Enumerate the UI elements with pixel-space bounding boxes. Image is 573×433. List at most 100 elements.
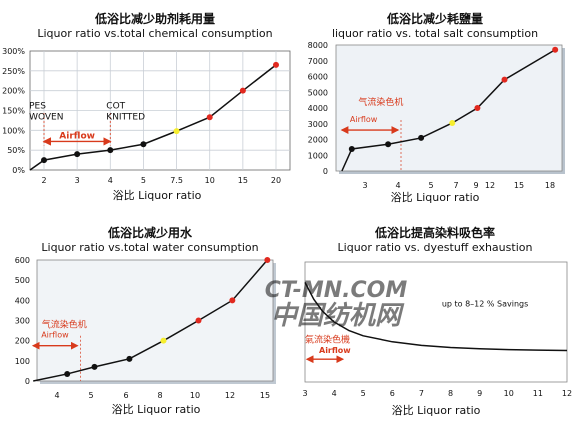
panel-salt-x-ticks: 3 4 5 7 9 12 15 18 — [362, 181, 555, 190]
x-tick-label: 8 — [157, 391, 162, 400]
x-tick-label: 4 — [395, 181, 400, 190]
x-tick-label: 10 — [504, 389, 514, 398]
panel-chemical-y-ticks: 0% 50% 100% 150% 200% 250% 300% — [2, 47, 25, 175]
data-point — [552, 46, 559, 53]
panel-chemical-grid — [30, 51, 290, 170]
y-tick-label: 200% — [2, 87, 25, 96]
x-tick-label: 6 — [390, 389, 395, 398]
panel-chemical: 低浴比减少助剂耗用量 Liquor ratio vs.total chemica… — [2, 11, 291, 202]
y-tick-label: 3000 — [308, 120, 328, 129]
data-point — [385, 141, 392, 148]
x-tick-label: 2 — [41, 176, 46, 185]
data-point — [41, 157, 47, 164]
panel-salt-annotations: 气流染色机 — [358, 96, 403, 108]
y-tick-label: 2000 — [308, 136, 328, 145]
data-point — [107, 147, 114, 154]
series-line — [304, 282, 568, 352]
x-tick-label: 5 — [361, 389, 366, 398]
x-tick-label: 7.5 — [170, 176, 183, 185]
panel-chemical-title: 低浴比减少助剂耗用量 — [94, 11, 215, 26]
x-tick-label: 15 — [514, 181, 524, 190]
airflow-label: Airflow — [350, 115, 378, 124]
panel-chemical-series — [29, 61, 279, 171]
y-tick-label: 7000 — [308, 57, 328, 66]
panel-salt-subtitle: liquor ratio vs. total salt consumption — [332, 27, 538, 40]
y-tick-label: 8000 — [308, 41, 328, 50]
data-point — [206, 114, 213, 121]
data-point — [195, 317, 202, 324]
y-tick-label: 0 — [25, 377, 30, 386]
panel-dyestuff-series — [304, 282, 568, 352]
x-tick-label: 20 — [271, 176, 281, 185]
y-tick-label: 100 — [15, 357, 30, 366]
x-tick-label: 5 — [428, 181, 433, 190]
x-tick-label: 5 — [141, 176, 146, 185]
x-tick-label: 4 — [332, 389, 337, 398]
y-tick-label: 400 — [15, 296, 30, 305]
data-point — [348, 145, 355, 152]
panel-dyestuff-subtitle: Liquor ratio vs. dyestuff exhaustion — [338, 241, 533, 254]
annotation-label: 气流染色机 — [358, 96, 403, 108]
x-tick-label: 12 — [562, 389, 572, 398]
data-point — [264, 257, 271, 263]
x-tick-label: 7 — [453, 181, 458, 190]
x-tick-label: 12 — [485, 181, 495, 190]
panel-water-subtitle: Liquor ratio vs.total water consumption — [41, 241, 258, 254]
panel-salt-series — [341, 46, 559, 172]
x-tick-label: 9 — [473, 181, 478, 190]
panel-salt: 低浴比减少耗鹽量 liquor ratio vs. total salt con… — [308, 11, 565, 204]
data-point — [273, 61, 279, 68]
panel-salt-xlabel: 浴比 Liquor ratio — [391, 191, 480, 204]
panel-dyestuff: 低浴比提高染料吸色率 Liquor ratio vs. dyestuff exh… — [302, 225, 572, 417]
panel-water: 低浴比减少用水 Liquor ratio vs.total water cons… — [15, 225, 276, 416]
panel-dyestuff-x-ticks: 3 4 5 6 7 8 9 10 11 12 — [302, 389, 572, 398]
y-tick-label: 5000 — [308, 88, 328, 97]
panel-salt-airflow: Airflow — [340, 115, 402, 171]
x-tick-label: 7 — [419, 389, 424, 398]
data-point — [126, 355, 133, 362]
panel-chemical-airflow: Airflow — [42, 113, 112, 146]
x-tick-label: 4 — [54, 391, 59, 400]
panel-water-plot-area — [36, 259, 274, 382]
annotation-label: WOVEN — [29, 113, 63, 123]
x-tick-label: 8 — [448, 389, 453, 398]
y-tick-label: 0% — [12, 166, 25, 175]
annotation-label: COT — [106, 102, 125, 112]
series-line — [341, 49, 556, 172]
data-point — [418, 134, 425, 141]
x-tick-label: 4 — [108, 176, 113, 185]
data-point — [160, 337, 167, 344]
x-tick-label: 3 — [75, 176, 80, 185]
panel-dyestuff-title: 低浴比提高染料吸色率 — [374, 225, 495, 240]
x-tick-label: 18 — [545, 181, 555, 190]
y-tick-label: 0 — [323, 167, 328, 176]
panel-chemical-x-ticks: 2 3 4 5 7.5 10 15 20 — [41, 176, 281, 185]
data-point — [173, 128, 180, 135]
y-tick-label: 300 — [15, 317, 30, 326]
airflow-label: Airflow — [319, 346, 351, 355]
panel-water-series — [33, 257, 271, 382]
panel-water-y-ticks: 0 100 200 300 400 500 600 — [15, 256, 30, 386]
panel-chemical-subtitle: Liquor ratio vs.total chemical consumpti… — [37, 27, 272, 40]
annotation-label: PES — [29, 102, 46, 112]
y-tick-label: 50% — [7, 146, 25, 155]
airflow-label: Airflow — [59, 131, 95, 141]
panel-water-x-ticks: 4 5 6 8 10 12 15 — [54, 391, 270, 400]
watermark-line2: 中国纺机网 — [271, 301, 405, 331]
data-point — [239, 87, 246, 94]
panel-water-annotations: 气流染色机 — [42, 319, 87, 331]
y-tick-label: 150% — [2, 107, 25, 116]
annotation-label: 气流染色机 — [42, 319, 87, 331]
annotation-label: KNITTED — [106, 113, 145, 123]
y-tick-label: 300% — [2, 47, 25, 56]
y-tick-label: 100% — [2, 126, 25, 135]
x-tick-label: 6 — [123, 391, 128, 400]
y-tick-label: 4000 — [308, 104, 328, 113]
x-tick-label: 11 — [533, 389, 543, 398]
panel-water-xlabel: 浴比 Liquor ratio — [112, 403, 201, 416]
airflow-label: Airflow — [41, 331, 69, 340]
y-tick-label: 500 — [15, 276, 30, 285]
panel-chemical-xlabel: 浴比 Liquor ratio — [113, 189, 202, 202]
